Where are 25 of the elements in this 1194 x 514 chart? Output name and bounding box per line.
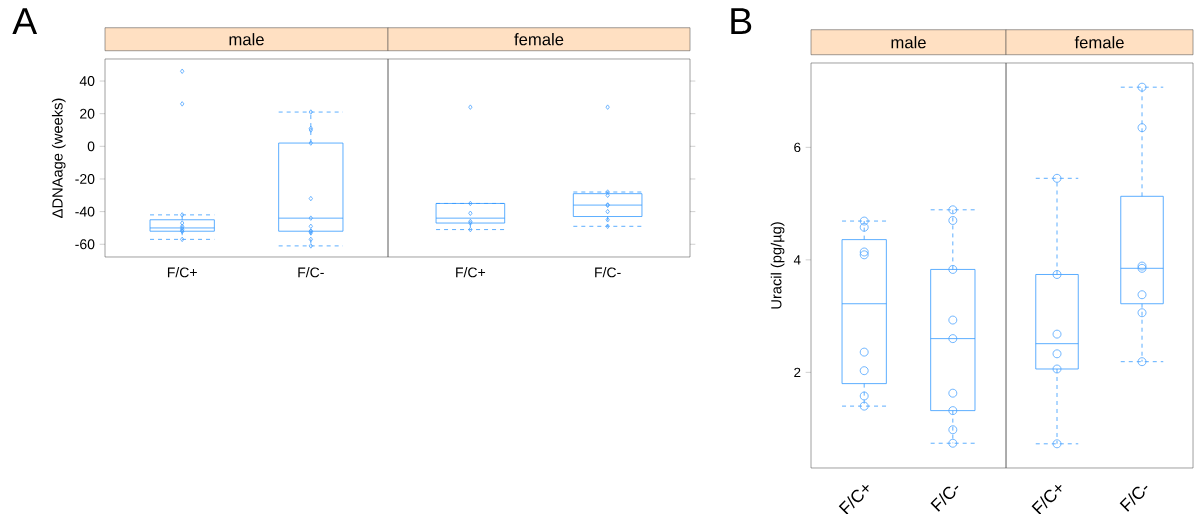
x-tick-label: F/C-: [1119, 485, 1148, 512]
y-tick-label: 0: [87, 141, 95, 152]
y-axis-title: ΔDNAage (weeks): [51, 98, 66, 218]
x-tick-label: F/C+: [456, 267, 486, 278]
x-tick-label: F/C-: [930, 485, 959, 512]
chart-title: male: [891, 36, 926, 49]
y-tick-label: 20: [80, 108, 95, 119]
text: A: [12, 8, 38, 34]
y-tick-label: 4: [793, 255, 801, 265]
y-tick-label: -60: [75, 239, 95, 250]
y-axis-title: Uracil (pg/µg): [770, 222, 785, 309]
x-tick-label: F/C-: [298, 267, 324, 278]
y-tick-label: -40: [75, 206, 95, 217]
y-tick-label: 6: [794, 142, 801, 153]
x-tick-label: F/C+: [167, 267, 197, 278]
chart-title: female: [1074, 36, 1124, 49]
x-tick-label: F/C+: [838, 484, 869, 514]
y-tick-label: -20: [75, 174, 95, 184]
chart-title: female: [514, 33, 564, 46]
text: B: [731, 8, 752, 34]
x-tick-label: F/C+: [1031, 484, 1062, 514]
chart-title: male: [229, 33, 264, 46]
y-tick-label: 40: [79, 76, 95, 86]
x-tick-label: F/C-: [595, 267, 621, 278]
y-tick-label: 2: [794, 367, 801, 378]
